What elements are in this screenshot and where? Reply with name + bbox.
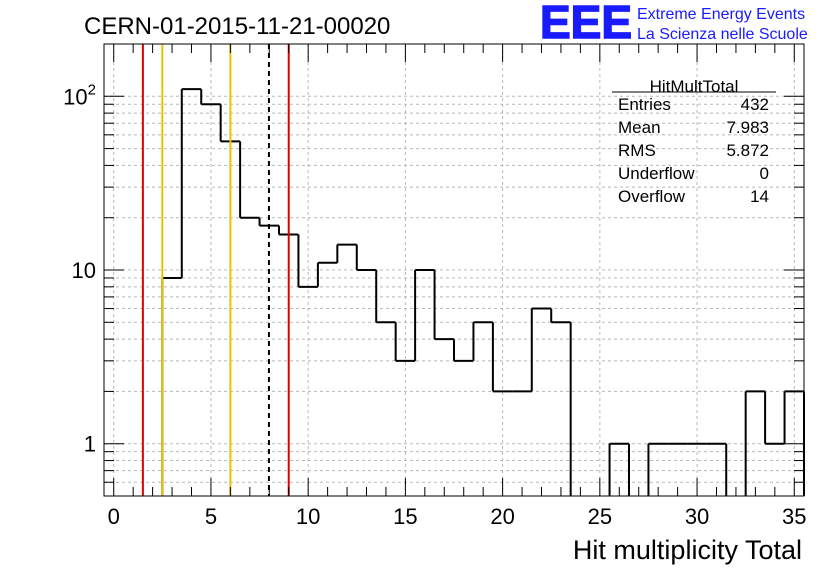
- axis-ticks: [104, 43, 804, 497]
- x-tick-label: 30: [685, 504, 709, 529]
- stats-label: Underflow: [618, 164, 695, 183]
- eee-logo: EEE Extreme Energy Events La Scienza nel…: [539, 0, 808, 49]
- logo-line-1: Extreme Energy Events: [637, 6, 805, 23]
- x-tick-label: 0: [108, 504, 120, 529]
- y-tick-label: 1: [84, 432, 96, 457]
- stats-value: 7.983: [726, 118, 769, 137]
- x-tick-label: 5: [205, 504, 217, 529]
- stats-label: Entries: [618, 95, 671, 114]
- stats-rows: Entries 432 Mean 7.983 RMS 5.872 Underflow 0 Ove…: [618, 95, 769, 206]
- tick-labels: 0 5 10 15 20 25 30 35 1 10 102: [63, 81, 806, 529]
- x-tick-label: 35: [782, 504, 806, 529]
- x-tick-label: 20: [490, 504, 514, 529]
- stats-value: 14: [750, 187, 769, 206]
- x-tick-label: 15: [393, 504, 417, 529]
- logo-line-2: La Scienza nelle Scuole: [637, 26, 808, 43]
- chart-title: CERN-01-2015-11-21-00020: [84, 13, 390, 40]
- grid-lines: [104, 43, 804, 497]
- y-tick-label: 10: [72, 258, 96, 283]
- stats-value: 5.872: [726, 141, 769, 160]
- x-tick-label: 10: [296, 504, 320, 529]
- x-tick-label: 25: [588, 504, 612, 529]
- stats-title: HitMultTotal: [650, 77, 739, 96]
- histogram-marks: [161, 88, 805, 496]
- stats-value: 432: [741, 95, 769, 114]
- stats-value: 0: [760, 164, 769, 183]
- stats-label: Mean: [618, 118, 661, 137]
- stats-label: Overflow: [618, 187, 686, 206]
- stats-box: HitMultTotal Entries 432 Mean 7.983 RMS 5.872…: [612, 77, 776, 206]
- x-axis-label: Hit multiplicity Total: [573, 535, 802, 565]
- y-tick-label: 102: [63, 81, 96, 109]
- stats-label: RMS: [618, 141, 656, 160]
- logo-mark: EEE: [540, 0, 632, 48]
- marker-lines: [141, 44, 290, 496]
